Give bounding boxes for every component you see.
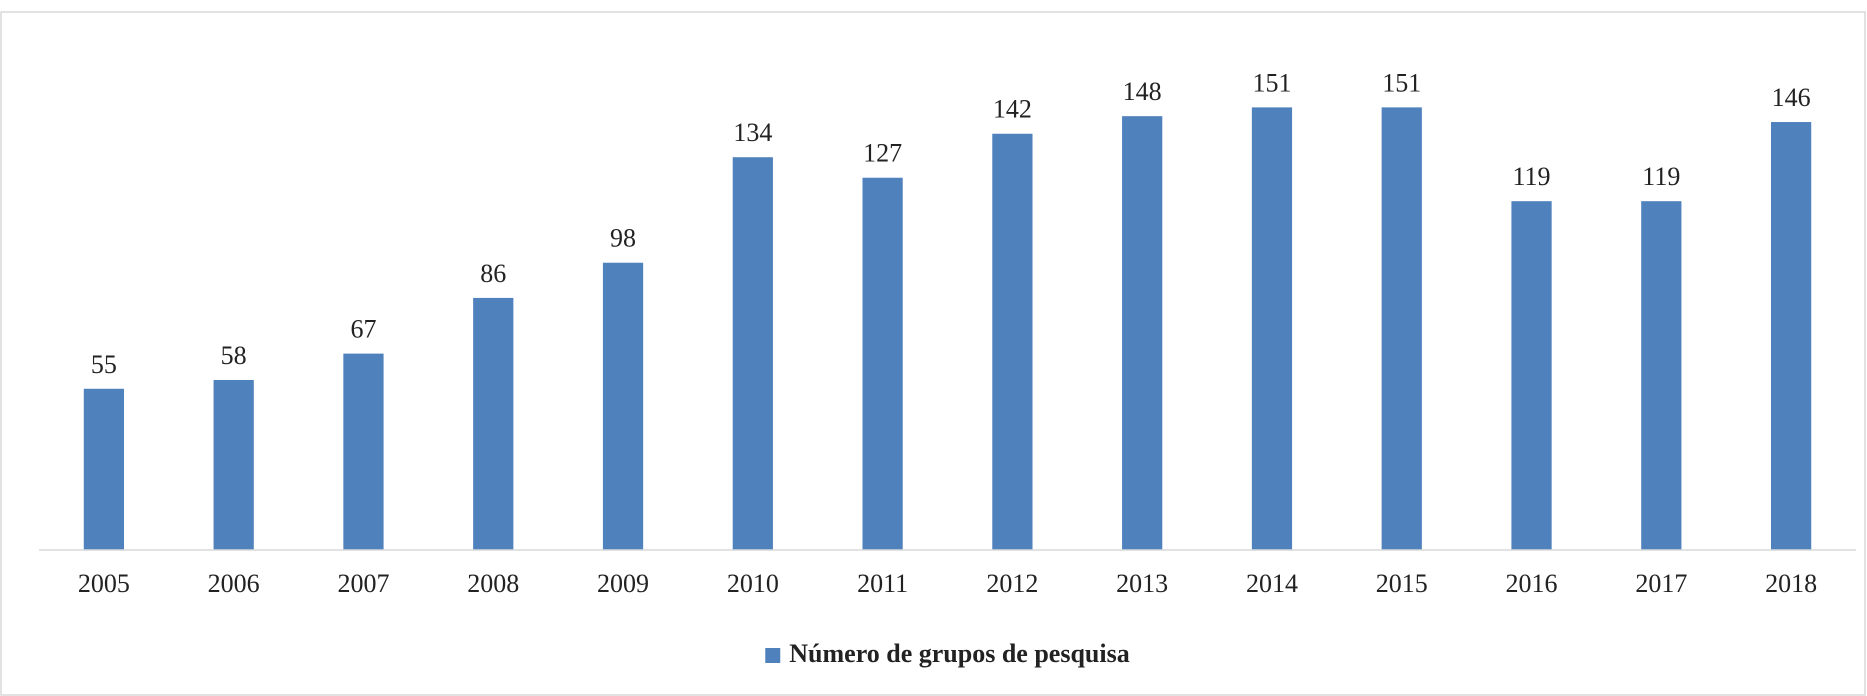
data-label: 58: [221, 341, 247, 370]
legend-text: Número de grupos de pesquisa: [789, 639, 1129, 668]
data-label: 142: [993, 95, 1032, 124]
data-label: 146: [1772, 83, 1811, 112]
bar: [213, 379, 254, 550]
data-label: 55: [91, 350, 117, 379]
x-tick-label: 2014: [1246, 569, 1298, 598]
x-tick-label: 2008: [467, 569, 519, 598]
bar: [732, 157, 773, 550]
x-tick-label: 2010: [727, 569, 779, 598]
data-label: 148: [1123, 77, 1162, 106]
data-label: 119: [1513, 162, 1551, 191]
bar: [1381, 107, 1422, 550]
bar: [343, 353, 384, 550]
bar: [602, 262, 644, 550]
bar: [1641, 201, 1682, 550]
x-tick-label: 2005: [78, 569, 130, 598]
x-tick-label: 2015: [1376, 569, 1428, 598]
legend-swatch: [765, 648, 781, 663]
x-tick-label: 2009: [597, 569, 649, 598]
data-label: 119: [1642, 162, 1680, 191]
data-label: 67: [350, 315, 376, 344]
bar: [1251, 107, 1293, 550]
data-label: 134: [733, 118, 772, 147]
bar: [992, 133, 1033, 550]
data-label: 86: [480, 259, 506, 288]
x-tick-label: 2013: [1116, 569, 1168, 598]
bar: [473, 297, 514, 550]
bar: [1122, 116, 1163, 551]
x-tick-label: 2017: [1635, 569, 1687, 598]
x-tick-label: 2016: [1506, 569, 1558, 598]
x-tick-label: 2011: [857, 569, 908, 598]
x-tick-label: 2012: [986, 569, 1038, 598]
data-label: 151: [1382, 68, 1421, 97]
bar: [1511, 201, 1552, 550]
data-label: 151: [1252, 68, 1291, 97]
data-label: 98: [610, 224, 636, 253]
x-tick-label: 2007: [337, 569, 389, 598]
bar: [862, 177, 903, 550]
x-tick-label: 2018: [1765, 569, 1817, 598]
x-tick-label: 2006: [208, 569, 260, 598]
chart-border: [0, 11, 1866, 696]
data-label: 127: [863, 139, 902, 168]
bar: [83, 388, 125, 550]
bar: [1770, 122, 1812, 550]
